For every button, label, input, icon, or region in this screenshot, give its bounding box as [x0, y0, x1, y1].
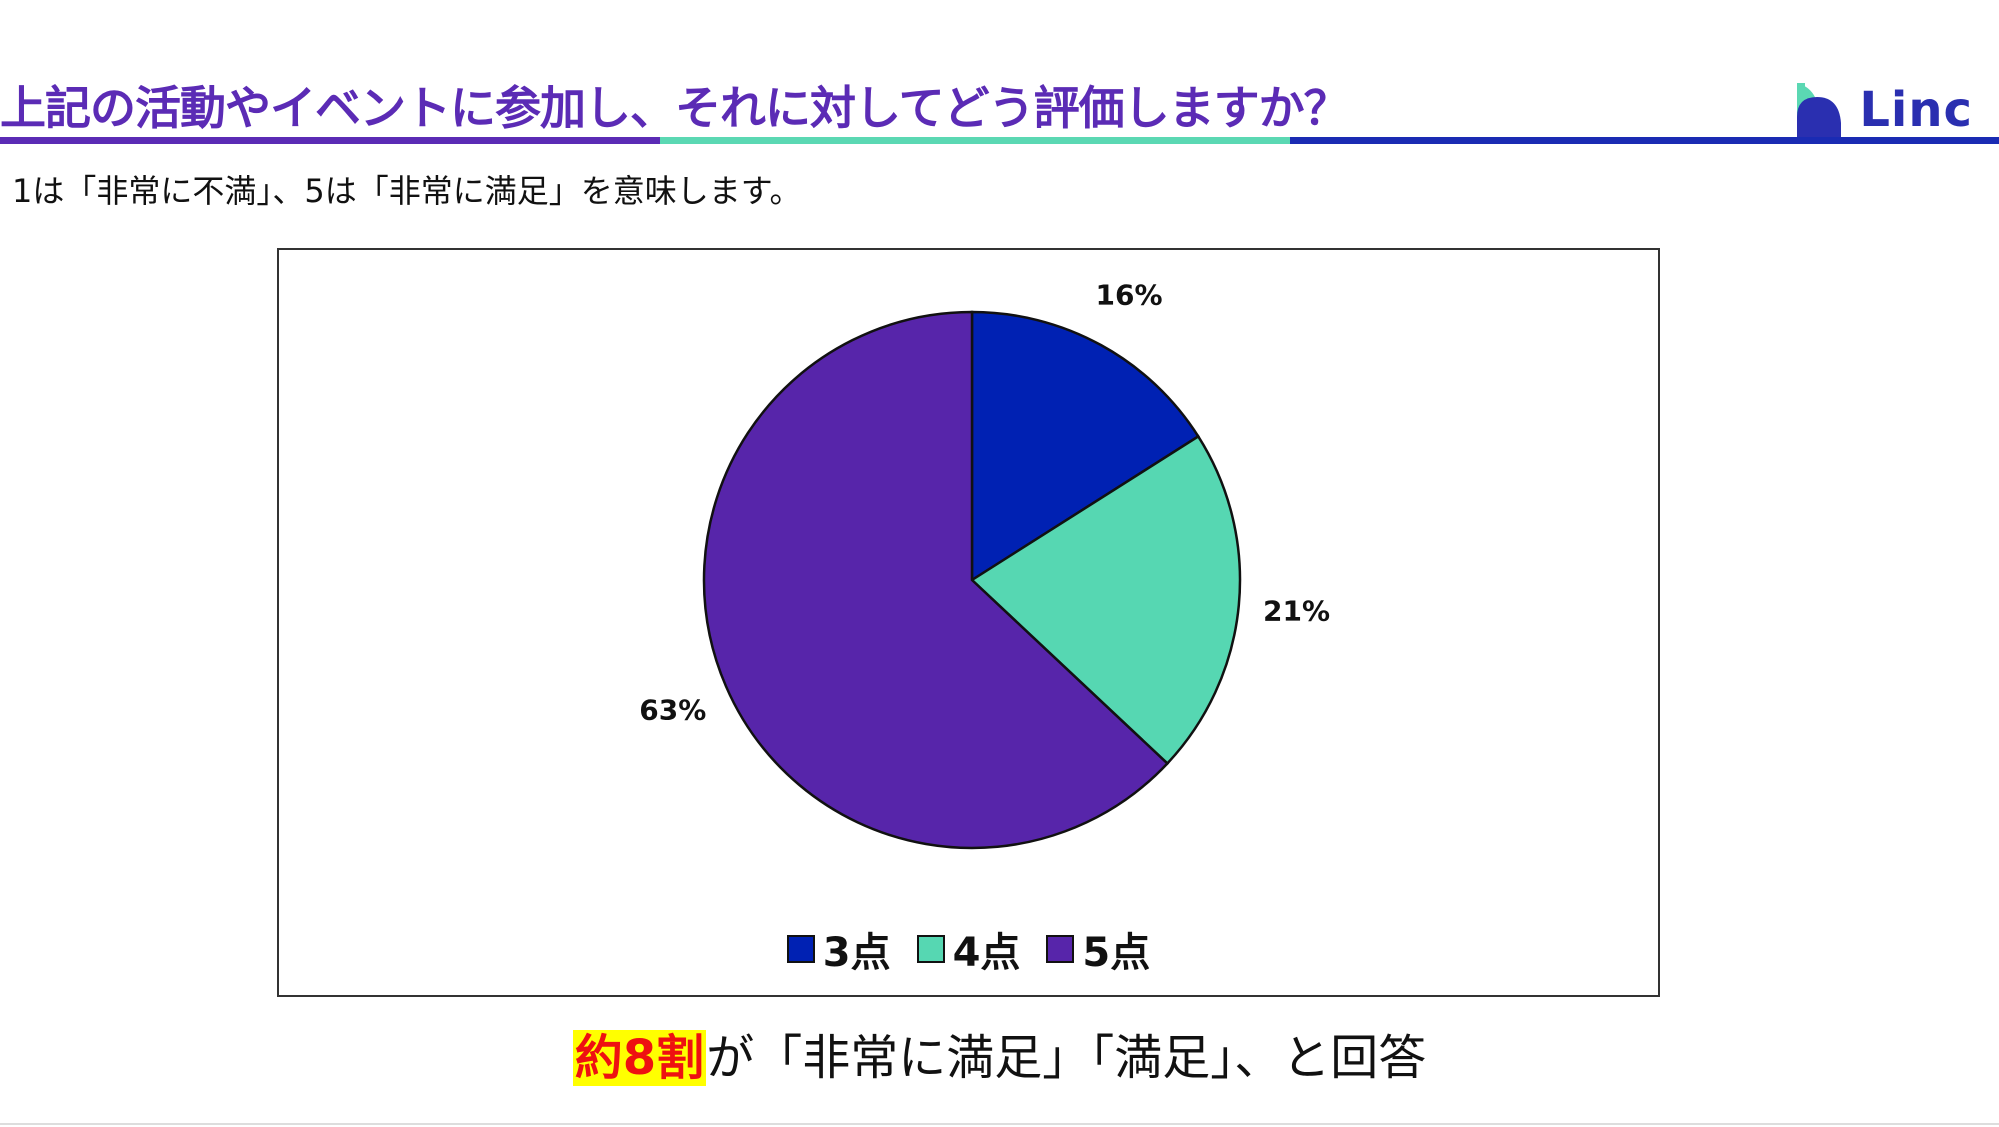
legend-item-1: 3点: [786, 920, 891, 978]
page-title: 上記の活動やイベントに参加し、それに対してどう評価しますか？: [0, 81, 1350, 135]
conclusion-text: 約8割が「非常に満足」「満足」、と回答: [0, 1018, 1999, 1088]
pie-slice-label-3: 63%: [639, 693, 706, 726]
linc-logo-icon: [1797, 83, 1842, 137]
legend-swatch-1: [786, 935, 815, 963]
chart-legend: 3点 4点 5点: [279, 920, 1658, 978]
chart-frame: 16% 21% 63% 3点 4点 5点: [277, 248, 1660, 997]
pie-slice-1: [970, 310, 1201, 583]
pie-slice-label-2: 21%: [1263, 595, 1330, 628]
legend-label-1: 3点: [822, 930, 891, 976]
legend-item-3: 5点: [1046, 920, 1150, 978]
conclusion-highlight: 約8割: [572, 1030, 707, 1086]
legend-swatch-2: [916, 935, 945, 963]
linc-logo: Linc: [1789, 82, 1973, 138]
title-underline-purple: [0, 137, 660, 144]
question-note: 1は「非常に不満」、5は「非常に満足」を意味します。: [12, 172, 802, 210]
pie-slice-3: [702, 310, 1170, 850]
title-underline-blue: [1290, 137, 1999, 144]
legend-label-3: 5点: [1082, 930, 1151, 976]
pie-slice-2: [969, 434, 1242, 766]
legend-item-2: 4点: [916, 920, 1021, 978]
conclusion-rest: が「非常に満足」「満足」、と回答: [706, 1030, 1427, 1086]
footer-divider: [0, 1123, 1999, 1125]
legend-label-2: 4点: [952, 930, 1021, 976]
logo-wordmark: Linc: [1859, 82, 1973, 138]
title-underline-teal: [660, 137, 1290, 144]
legend-swatch-3: [1046, 935, 1075, 963]
pie-chart: 16% 21% 63%: [639, 278, 1330, 850]
pie-slice-label-1: 16%: [1096, 278, 1163, 311]
